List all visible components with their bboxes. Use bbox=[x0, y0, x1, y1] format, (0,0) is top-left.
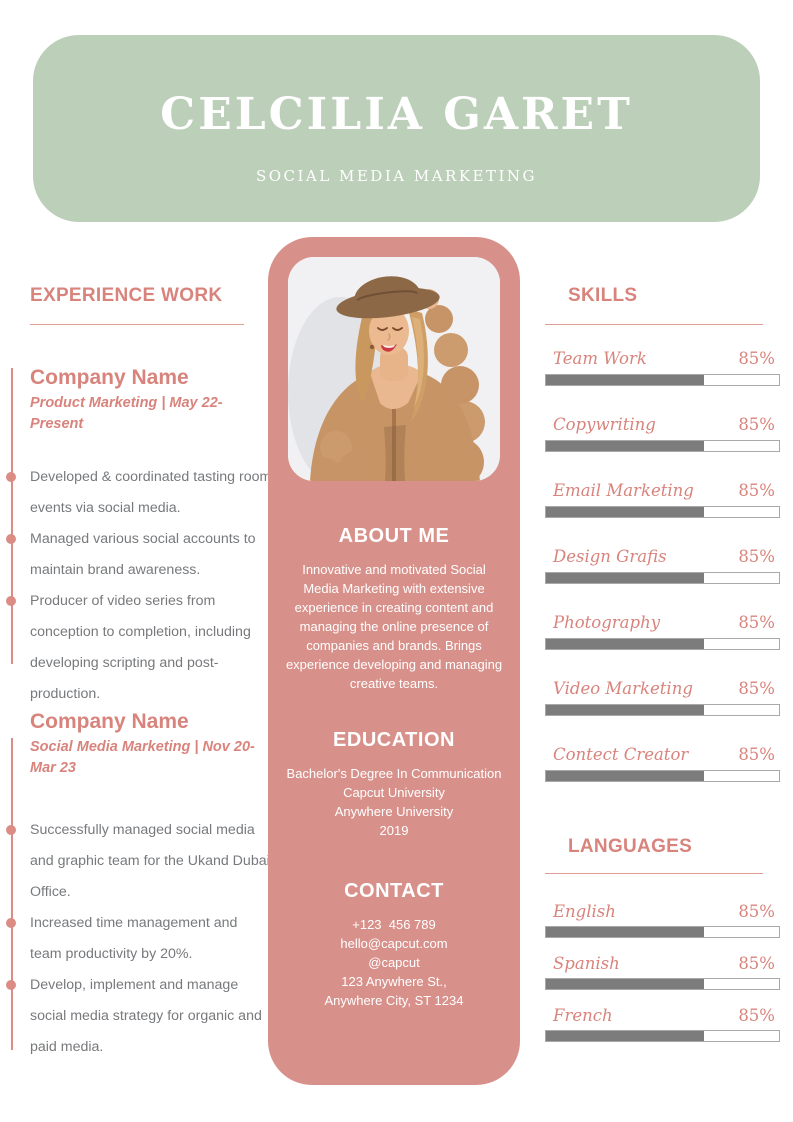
job-entry-1: Company Name Product Marketing | May 22-… bbox=[6, 366, 272, 710]
job-company: Company Name bbox=[30, 366, 189, 389]
portrait-illustration bbox=[288, 257, 500, 481]
language-progress-fill bbox=[546, 979, 705, 989]
language-label: English bbox=[553, 902, 616, 921]
language-progressbar bbox=[545, 1030, 780, 1042]
job-company: Company Name bbox=[30, 710, 189, 733]
skill-item: Team Work 85% bbox=[545, 348, 780, 386]
skill-progressbar bbox=[545, 506, 780, 518]
contact-lines: +123 456 789 hello@capcut.com @capcut 12… bbox=[274, 915, 514, 1010]
header-banner: CELCILIA GARET SOCIAL MEDIA MARKETING bbox=[33, 35, 760, 222]
job-bullet: Increased time management and team produ… bbox=[6, 908, 272, 970]
contact-address-line: 123 Anywhere St., bbox=[341, 974, 447, 989]
job-meta: Product Marketing | May 22-Present bbox=[30, 395, 223, 432]
language-progress-fill bbox=[546, 1031, 705, 1041]
skills-divider bbox=[545, 324, 763, 325]
profile-panel: ABOUT ME Innovative and motivated Social… bbox=[268, 237, 520, 1085]
language-progressbar bbox=[545, 926, 780, 938]
job-bullet: Managed various social accounts to maint… bbox=[6, 524, 272, 586]
education-lines: Bachelor's Degree In Communication Capcu… bbox=[274, 764, 514, 840]
skill-progress-fill bbox=[546, 573, 705, 583]
language-progressbar bbox=[545, 978, 780, 990]
skill-label: Design Grafis bbox=[553, 547, 667, 566]
job-bullet: Producer of video series from conception… bbox=[6, 586, 272, 710]
skill-progress-fill bbox=[546, 771, 705, 781]
skill-percent: 85% bbox=[738, 415, 775, 434]
skill-progressbar bbox=[545, 374, 780, 386]
portrait-photo bbox=[288, 257, 500, 481]
skill-progress-fill bbox=[546, 639, 705, 649]
job-entry-2: Company Name Social Media Marketing | No… bbox=[6, 710, 272, 1063]
job-bullet-list: Successfully managed social media and gr… bbox=[6, 815, 272, 1063]
skill-item: Copywriting 85% bbox=[545, 414, 780, 452]
language-percent: 85% bbox=[738, 902, 775, 921]
skill-percent: 85% bbox=[738, 481, 775, 500]
experience-heading: EXPERIENCE WORK bbox=[30, 285, 223, 306]
languages-divider bbox=[545, 873, 763, 874]
skill-item: Contect Creator 85% bbox=[545, 744, 780, 782]
skill-progressbar bbox=[545, 638, 780, 650]
skills-list: Team Work 85% Copywriting 85% Email Mark… bbox=[545, 348, 780, 810]
language-item: French 85% bbox=[545, 1005, 780, 1042]
job-bullet: Successfully managed social media and gr… bbox=[6, 815, 272, 908]
language-progress-fill bbox=[546, 927, 705, 937]
language-percent: 85% bbox=[738, 954, 775, 973]
job-bullet: Developed & coordinated tasting room eve… bbox=[6, 462, 272, 524]
language-item: Spanish 85% bbox=[545, 953, 780, 990]
skill-percent: 85% bbox=[738, 679, 775, 698]
job-bullet-list: Developed & coordinated tasting room eve… bbox=[6, 462, 272, 710]
skill-label: Contect Creator bbox=[553, 745, 689, 764]
skill-label: Copywriting bbox=[553, 415, 656, 434]
skill-progress-fill bbox=[546, 705, 705, 715]
skill-item: Video Marketing 85% bbox=[545, 678, 780, 716]
about-text: Innovative and motivated Social Media Ma… bbox=[285, 562, 503, 691]
skill-percent: 85% bbox=[738, 745, 775, 764]
skill-label: Video Marketing bbox=[553, 679, 693, 698]
skill-progress-fill bbox=[546, 507, 705, 517]
about-heading: ABOUT ME bbox=[338, 525, 450, 547]
skill-percent: 85% bbox=[738, 547, 775, 566]
skill-item: Email Marketing 85% bbox=[545, 480, 780, 518]
skill-item: Photography 85% bbox=[545, 612, 780, 650]
job-meta: Social Media Marketing | Nov 20-Mar 23 bbox=[30, 739, 255, 776]
education-line: Capcut University bbox=[343, 785, 445, 800]
language-percent: 85% bbox=[738, 1006, 775, 1025]
language-label: French bbox=[553, 1006, 613, 1025]
skill-label: Email Marketing bbox=[553, 481, 694, 500]
languages-list: English 85% Spanish 85% French 85% bbox=[545, 901, 780, 1057]
contact-heading: CONTACT bbox=[344, 880, 444, 902]
skill-progress-fill bbox=[546, 375, 705, 385]
languages-heading: LANGUAGES bbox=[568, 836, 693, 857]
skill-progressbar bbox=[545, 704, 780, 716]
contact-phone: +123 456 789 bbox=[352, 917, 436, 932]
language-label: Spanish bbox=[553, 954, 620, 973]
education-heading: EDUCATION bbox=[333, 729, 455, 751]
person-name: CELCILIA GARET bbox=[160, 88, 633, 140]
person-role: SOCIAL MEDIA MARKETING bbox=[255, 166, 538, 185]
experience-divider bbox=[30, 324, 244, 325]
skill-progress-fill bbox=[546, 441, 705, 451]
contact-address-line: Anywhere City, ST 1234 bbox=[324, 993, 464, 1008]
skill-percent: 85% bbox=[738, 613, 775, 632]
skill-item: Design Grafis 85% bbox=[545, 546, 780, 584]
skill-progressbar bbox=[545, 572, 780, 584]
skill-progressbar bbox=[545, 440, 780, 452]
skill-label: Photography bbox=[553, 613, 661, 632]
contact-handle: @capcut bbox=[368, 955, 420, 970]
job-bullet: Develop, implement and manage social med… bbox=[6, 970, 272, 1063]
education-line: Bachelor's Degree In Communication bbox=[286, 766, 502, 781]
skill-progressbar bbox=[545, 770, 780, 782]
contact-email: hello@capcut.com bbox=[340, 936, 448, 951]
language-item: English 85% bbox=[545, 901, 780, 938]
education-line: 2019 bbox=[379, 823, 409, 838]
skills-heading: SKILLS bbox=[568, 285, 638, 306]
education-line: Anywhere University bbox=[334, 804, 454, 819]
skill-label: Team Work bbox=[553, 349, 647, 368]
skill-percent: 85% bbox=[738, 349, 775, 368]
